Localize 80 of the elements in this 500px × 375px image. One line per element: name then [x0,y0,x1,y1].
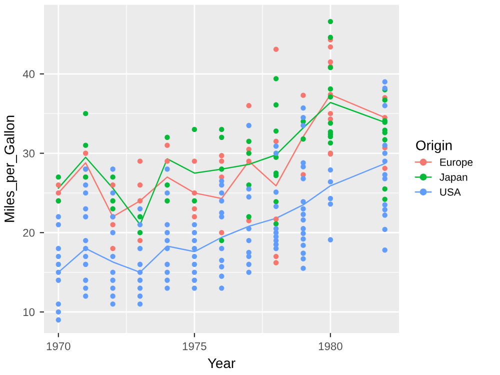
point [328,18,334,24]
point [328,110,334,116]
point [137,198,143,204]
point [328,94,334,100]
y-tick-label: 20 [23,228,35,237]
point [192,214,198,220]
point [246,158,252,164]
legend-label: Europe [440,158,473,168]
point [164,134,170,140]
point [137,182,143,188]
point [219,230,224,236]
point [382,196,388,202]
point [273,199,279,204]
legend-title: Origin [416,140,452,154]
y-tick-label: 10 [23,308,35,316]
point [246,138,252,144]
point [83,142,88,148]
point [246,150,252,156]
point [328,86,334,92]
point [382,186,388,192]
point [219,153,224,158]
point [137,238,143,244]
point [192,126,198,132]
point [110,182,116,188]
point [192,190,198,196]
point [328,59,334,65]
point [83,110,88,116]
point [137,230,143,236]
point [219,126,224,132]
point [273,102,279,108]
point [273,254,279,260]
point [382,137,388,142]
point [164,198,170,204]
x-tick-label: 1975 [182,342,206,350]
legend-label: Japan [440,174,468,183]
point [83,150,88,156]
point [219,166,224,172]
point [328,34,334,40]
point [56,182,62,188]
point [192,198,198,204]
point [273,216,279,222]
point [110,198,116,204]
point [110,174,116,180]
point [382,98,388,103]
point [192,158,198,164]
point [164,182,170,188]
legend-label: USA [440,188,461,196]
point [273,138,279,144]
point [219,158,224,164]
point [110,246,116,252]
point [300,136,306,142]
point [382,166,388,171]
point [273,128,279,134]
y-tick-label: 40 [22,70,35,78]
point [273,76,279,82]
y-axis-title: Miles_per_Gallon [4,116,18,222]
x-tick-label: 1980 [318,342,342,350]
point [328,120,334,126]
point [110,222,116,228]
x-tick-label: 1970 [46,342,70,350]
point [56,174,62,180]
y-tick-label: 30 [23,150,35,158]
point [219,134,224,140]
point [246,103,252,108]
point [137,214,143,220]
point [219,238,224,244]
point [137,158,143,164]
point [110,206,116,212]
point [328,140,334,146]
point [192,206,198,212]
point [300,92,306,98]
x-axis-title: Year [208,358,236,368]
point [246,214,252,220]
point [56,190,62,196]
point [273,221,279,226]
point [164,142,170,148]
point [273,260,279,266]
point [164,158,170,164]
point [328,44,334,50]
point [273,46,279,52]
